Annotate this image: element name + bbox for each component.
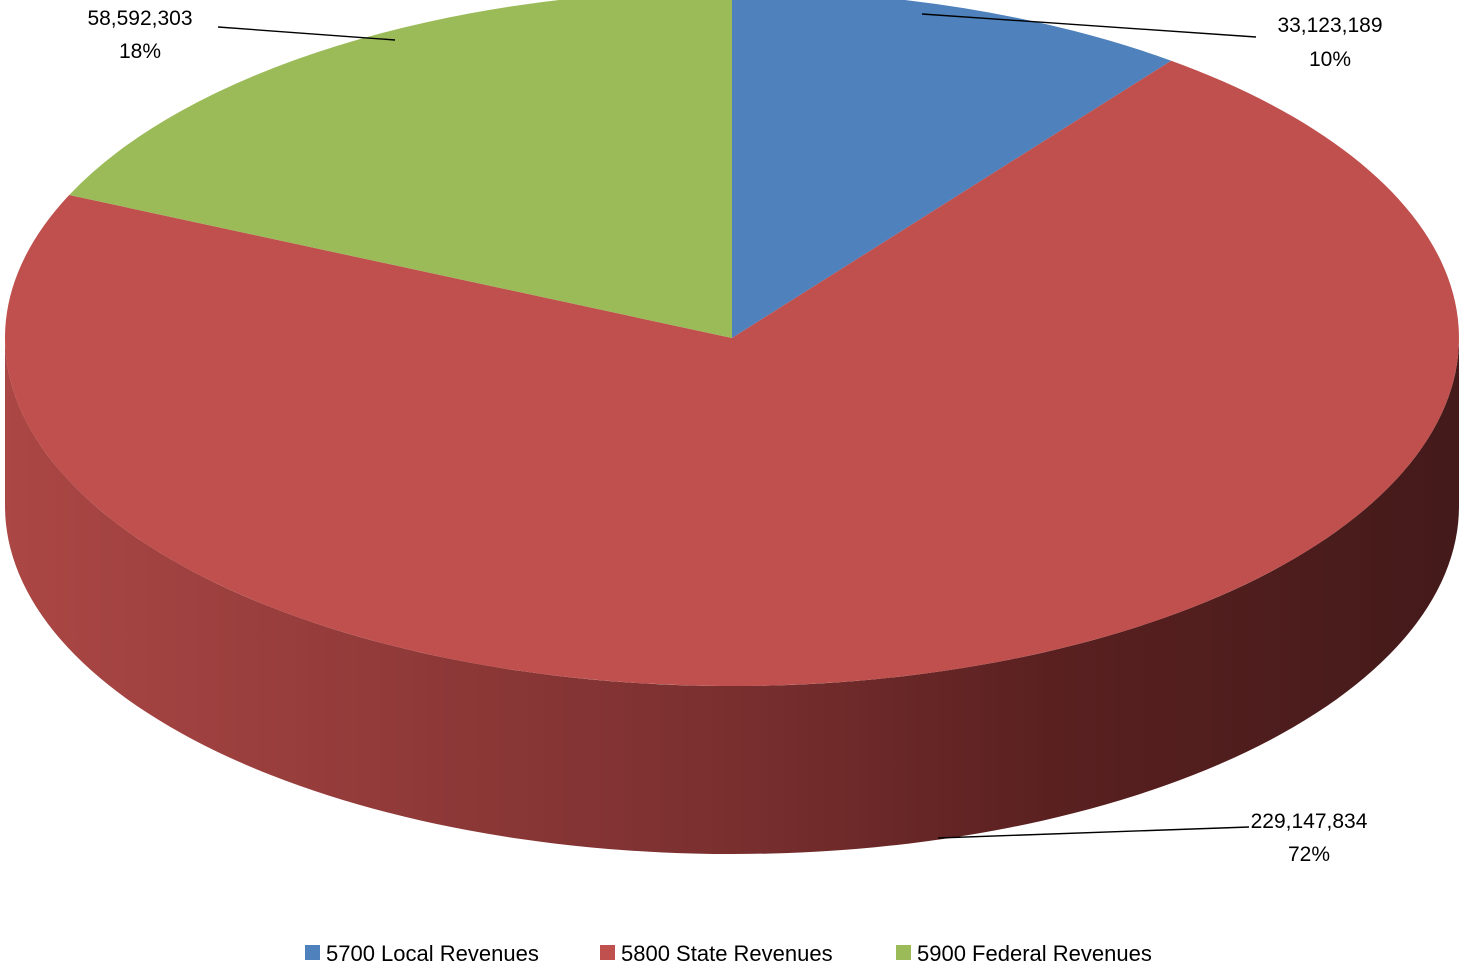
legend-label-5700-local-revenues: 5700 Local Revenues (326, 941, 539, 966)
pie-side-5800-state-revenues (5, 338, 1459, 854)
legend-label-5800-state-revenues: 5800 State Revenues (621, 941, 833, 966)
data-label-value-5700-local-revenues: 33,123,189 (1277, 14, 1382, 37)
leader-line-5800-state-revenues (937, 826, 1250, 839)
data-label-percent-5800-state-revenues: 72% (1288, 843, 1330, 866)
legend: 5700 Local Revenues 5800 State Revenues 59… (305, 941, 1152, 966)
pie-side-group (5, 338, 1459, 854)
data-label-percent-5700-local-revenues: 10% (1309, 48, 1351, 71)
pie-slice-5900-federal-revenues (69, 0, 732, 338)
legend-item-5900-federal-revenues: 5900 Federal Revenues (896, 941, 1152, 966)
data-label-value-5900-federal-revenues: 58,592,303 (87, 7, 192, 30)
legend-swatch-5700-local-revenues (305, 945, 320, 960)
leader-line-5700-local-revenues (921, 13, 1257, 38)
data-label-percent-5900-federal-revenues: 18% (119, 40, 161, 63)
legend-item-5700-local-revenues: 5700 Local Revenues (305, 941, 539, 966)
data-labels-group: 33,123,189 10% 229,147,834 72% 58,592,303 18% (87, 7, 1382, 866)
legend-label-5900-federal-revenues: 5900 Federal Revenues (917, 941, 1152, 966)
data-label-value-5800-state-revenues: 229,147,834 (1251, 810, 1368, 833)
legend-swatch-5800-state-revenues (600, 945, 615, 960)
pie-top-group (4, 0, 1459, 687)
pie-slice-5700-local-revenues (732, 0, 1172, 338)
leader-lines-group (217, 13, 1257, 839)
legend-item-5800-state-revenues: 5800 State Revenues (600, 941, 833, 966)
legend-swatch-5900-federal-revenues (896, 945, 911, 960)
leader-line-5900-federal-revenues (217, 26, 396, 41)
pie-slice-5800-state-revenues (4, 60, 1459, 687)
